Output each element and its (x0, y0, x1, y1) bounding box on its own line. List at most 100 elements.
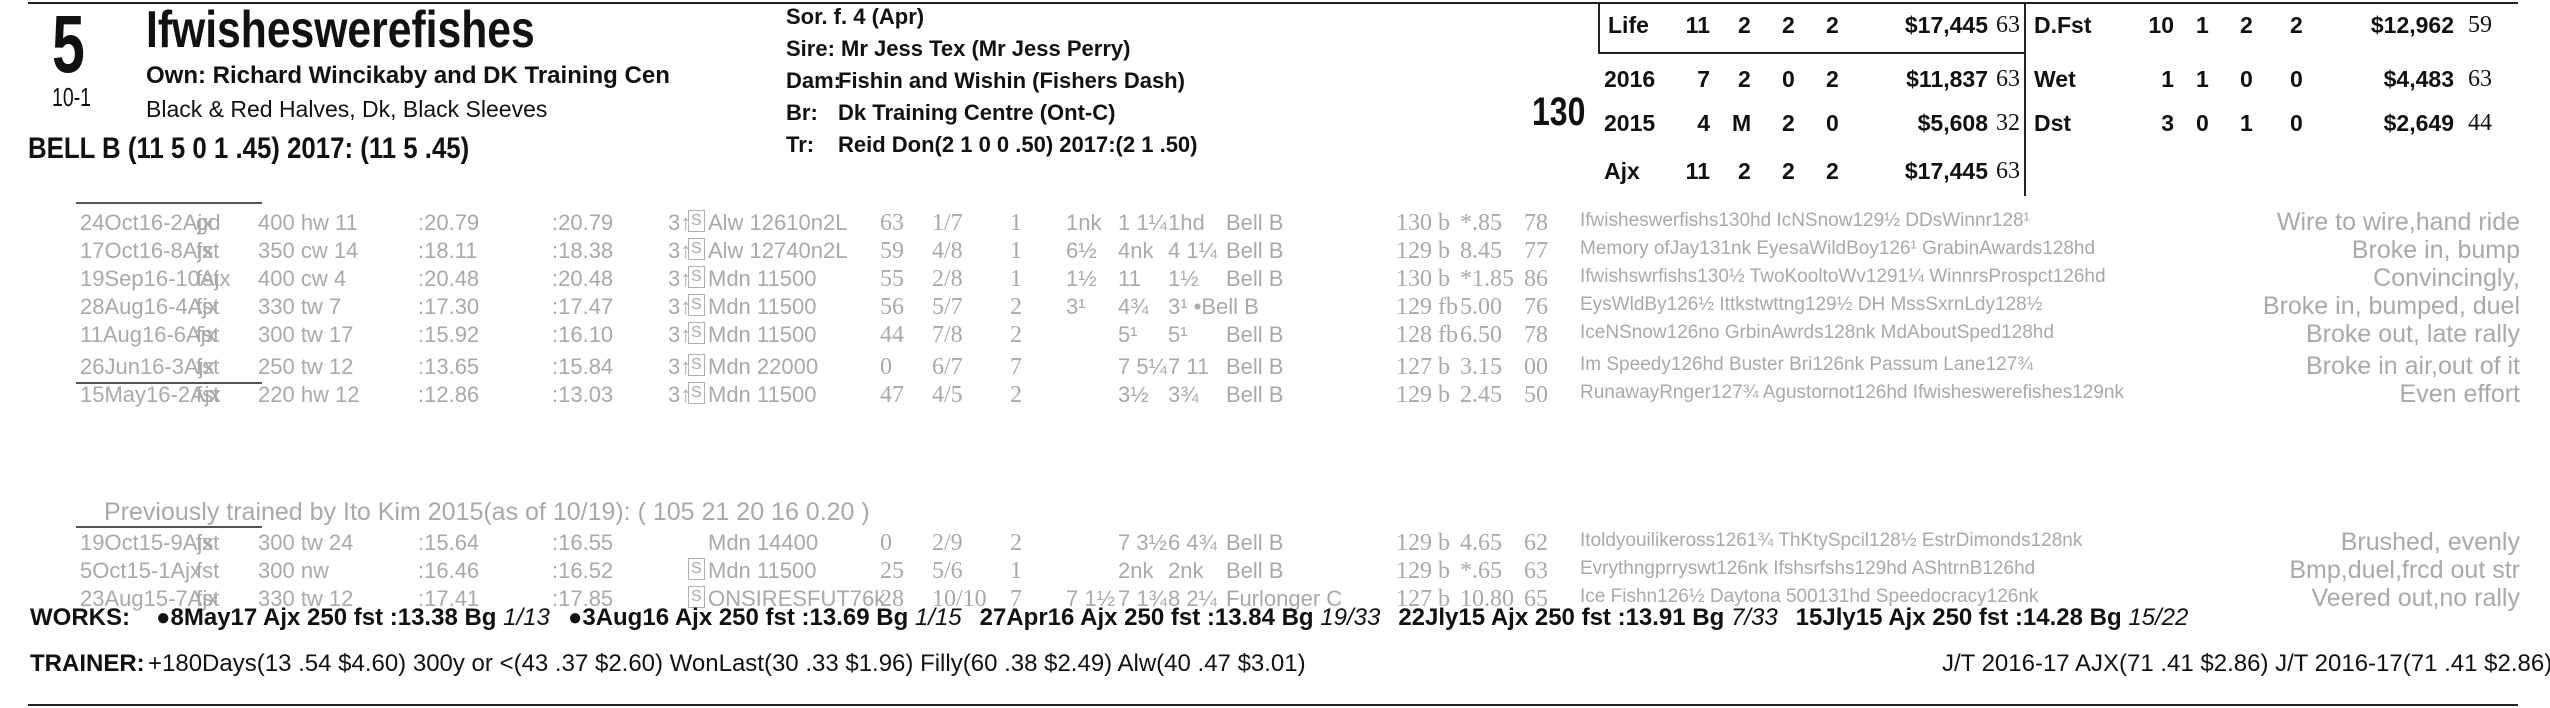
trainer: Reid Don(2 1 0 0 .50) 2017:(2 1 .50) (838, 132, 1198, 157)
pp-finish: 7 11 (1168, 354, 1210, 379)
pp-age: 3↑ (668, 354, 692, 379)
silks: Black & Red Halves, Dk, Black Sleeves (146, 96, 548, 122)
state-bred-box: S (688, 382, 705, 404)
pp-finish: 3¹ •Bell B (1168, 294, 1259, 319)
pp-date: 24Oct16-2Ajx (80, 210, 214, 235)
stat-right-shows: 0 (2290, 66, 2303, 92)
pp-comment: Broke in, bumped, duel (2262, 292, 2520, 320)
pp-condition: fst (196, 558, 220, 583)
work-rank: 15/22 (2128, 604, 2189, 631)
pp-fraction-2: :18.38 (552, 238, 614, 263)
pp-odds: 8.45 (1460, 238, 1502, 264)
pp-start: 2 (1010, 294, 1022, 320)
pp-comment: Even effort (2399, 380, 2520, 408)
pp-start: 1 (1010, 210, 1022, 236)
pp-row: 23Aug15-7Ajx fst 330 tw 12:17.41:17.85 S ONS… (0, 584, 2550, 616)
pp-figure: 65 (1524, 586, 1548, 612)
top-rule (28, 2, 2518, 4)
stat-left-label: Life (1608, 12, 1649, 38)
pp-start: 2 (1010, 382, 1022, 408)
stat-right-wins: 1 (2196, 12, 2209, 38)
stat-left-earnings: $17,445 (1904, 12, 1988, 38)
state-bred-box: S (688, 266, 705, 288)
bullet-work-icon: ● (156, 604, 171, 631)
owner: Own: Richard Wincikaby and DK Training C… (146, 62, 670, 89)
works-label: WORKS: (30, 604, 130, 631)
weight: 130 (1532, 90, 1586, 134)
pp-start: 2 (1010, 322, 1022, 348)
stats-box-bottom (1598, 52, 2024, 54)
pp-race-type: Mdn 11500 (708, 266, 817, 291)
stat-left-places: 2 (1782, 158, 1795, 184)
pp-start: 7 (1010, 354, 1022, 380)
pp-distance: 350 cw 14 (258, 238, 359, 263)
stat-left-places: 2 (1782, 12, 1795, 38)
pp-comment: Broke in, bump (2351, 236, 2520, 264)
pp-call-2: 5¹ (1118, 322, 1138, 347)
stat-left-shows: 2 (1826, 12, 1839, 38)
pp-odds: *1.85 (1460, 266, 1514, 292)
pp-jockey: Bell B (1226, 266, 1284, 291)
stat-right-figure: 44 (2468, 110, 2492, 136)
pp-odds: 4.65 (1460, 530, 1502, 556)
pp-date: 19Oct15-9Ajx (80, 530, 214, 555)
breeder-label: Br: (786, 100, 818, 125)
state-bred-box: S (688, 558, 705, 580)
work-item: 22Jly15 Ajx 250 fst :13.91 Bg 7/33 (1398, 604, 1777, 631)
pp-speed: 56 (880, 294, 904, 320)
pp-company: EysWldBy126½ Ittkstwttng129½ DH MssSxrnL… (1580, 294, 2043, 315)
pp-odds: 10.80 (1460, 586, 1514, 612)
pp-age: 3↑ (668, 210, 692, 235)
program-number: 5 (52, 0, 85, 90)
stat-left-earnings: $11,837 (1906, 66, 1988, 92)
horse-name: Ifwisheswerefishes (146, 1, 535, 59)
pp-date: 28Aug16-4Ajx (80, 294, 219, 319)
pp-jockey: Bell B (1226, 238, 1284, 263)
pp-distance: 300 tw 24 (258, 530, 354, 555)
pp-distance: 400 hw 11 (258, 210, 358, 235)
pp-mid-rule (76, 382, 262, 384)
pp-race-type: Alw 12740n2L (708, 238, 848, 263)
work-item: 15Jly15 Ajx 250 fst :14.28 Bg 15/22 (1796, 604, 2189, 631)
pp-finish: 5¹ (1168, 322, 1188, 347)
pp-row: 5Oct15-1Ajx fst 300 nw:16.46:16.52 S Mdn 115… (0, 556, 2550, 588)
state-bred-box: S (688, 210, 705, 232)
pp-race-type: Mdn 22000 (708, 354, 819, 379)
pp-condition: fst (196, 238, 220, 263)
pp-weight: 129 b (1396, 238, 1450, 264)
pp-row: 11Aug16-6Ajx fst 300 tw 17:15.92:16.10 3↑ S M… (0, 320, 2550, 352)
pp-finish: 1hd (1168, 210, 1205, 235)
pp-date: 11Aug16-6Ajx (80, 322, 217, 347)
pp-finish: 6 4¾ (1168, 530, 1217, 555)
pp-fraction-1: :20.79 (418, 210, 480, 235)
stats-divider (2024, 2, 2026, 196)
pp-start: 7 (1010, 586, 1022, 612)
pp-figure: 50 (1524, 382, 1548, 408)
pp-fraction-2: :17.47 (552, 294, 614, 319)
stat-left-shows: 0 (1826, 110, 1839, 136)
pp-company: IceNSnow126no GrbinAwrds128nk MdAboutSpe… (1580, 322, 2054, 343)
stat-left-shows: 2 (1826, 158, 1839, 184)
pp-age: 3↑ (668, 266, 692, 291)
pp-race-type: Mdn 11500 (708, 294, 817, 319)
pp-call-2: 7 1¾ (1118, 586, 1167, 611)
stat-left-starts: 11 (1685, 158, 1710, 184)
pp-speed: 28 (880, 586, 904, 612)
pp-fraction-2: :16.10 (552, 322, 614, 347)
stat-left-starts: 11 (1685, 12, 1710, 38)
stat-right-wins: 0 (2196, 110, 2209, 136)
stat-right-places: 1 (2240, 110, 2253, 136)
pp-post: 6/7 (932, 354, 963, 380)
pp-fraction-1: :15.92 (418, 322, 480, 347)
pp-age: 3↑ (668, 322, 692, 347)
stat-right-starts: 10 (2148, 12, 2174, 38)
work-details: 3Aug16 Ajx 250 fst :13.69 Bg (582, 604, 915, 631)
pp-company: Ifwisheswerfishs130hd IcNSnow129½ DDsWin… (1580, 210, 2030, 231)
pp-age: 3↑ (668, 238, 692, 263)
state-bred-box: S (688, 238, 705, 260)
pp-jockey: Bell B (1226, 382, 1284, 407)
work-details: 8May17 Ajx 250 fst :13.38 Bg (170, 604, 504, 631)
pp-age: 3↑ (668, 382, 692, 407)
pp-date: 19Sep16-10Ajx (80, 266, 231, 291)
jockey-trainer-stats: J/T 2016-17 AJX(71 .41 $2.86) J/T 2016-1… (1942, 650, 2550, 677)
